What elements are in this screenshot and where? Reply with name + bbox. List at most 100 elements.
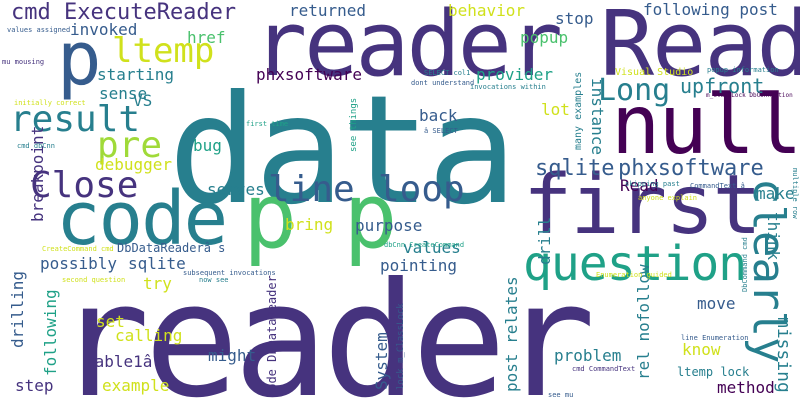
- word-lock-mClassLock: lock m_ClassLock: [396, 303, 406, 390]
- word-p-p: p p: [243, 164, 398, 269]
- word-phxsoftware-right: phxsoftware: [618, 156, 764, 181]
- word-first-time: first time: [246, 120, 289, 128]
- word-pointing: pointing: [380, 256, 458, 275]
- word-invoked: invoked: [70, 20, 138, 39]
- word-invocations-within: invocations within: [470, 83, 546, 91]
- word-Visual-Studio: Visual Studio: [615, 67, 694, 78]
- word-step: step: [15, 376, 54, 395]
- word-possibly: possibly: [40, 254, 118, 273]
- word-loop: loop: [378, 169, 465, 210]
- word-System: System: [372, 332, 391, 390]
- word-subsequent-invocations: subsequent invocations: [183, 269, 276, 277]
- word-code: code: [56, 176, 228, 262]
- word-drill: drill: [535, 216, 554, 265]
- word-bring: bring: [285, 215, 334, 234]
- word-ltemp: ltemp: [112, 31, 215, 71]
- word-question: question: [523, 236, 747, 292]
- word-missing: missing: [773, 317, 794, 393]
- word-dont-understand: dont understand: [411, 79, 475, 87]
- word-Read-large: Read: [600, 0, 800, 97]
- word-Close: Close: [30, 165, 139, 206]
- word-SELECT-col1: SELECT col1: [424, 69, 471, 77]
- word-bug: bug: [193, 136, 222, 155]
- word-a-SELECT: â SELECT: [424, 127, 458, 135]
- word-breakpoint: breakpoint: [28, 125, 47, 222]
- word-mu-mousing: mu mousing: [2, 58, 45, 66]
- word-table1a: table1â: [85, 352, 153, 371]
- word-Enumeration-guided: Enumeration guided: [596, 271, 672, 279]
- word-Read-small: Read: [620, 176, 659, 195]
- word-multiple-row: multiple row: [791, 168, 799, 219]
- word-move: move: [697, 294, 736, 313]
- word-values: values: [403, 238, 461, 257]
- word-DbDataReader-s: DbDataReaderâ s: [117, 241, 226, 255]
- word-code-DbDataReader: code DbDataReader: [265, 275, 279, 398]
- word-method: method: [717, 378, 775, 397]
- word-initially-correct: initially correct: [14, 99, 86, 107]
- word-try: try: [143, 274, 172, 293]
- word-might: might: [208, 346, 257, 365]
- word-know: know: [682, 340, 721, 359]
- word-upfront: upfront: [680, 74, 765, 98]
- word-make: make: [756, 184, 795, 203]
- word-null: null: [611, 78, 800, 173]
- word-sqlite-mid: sqlite: [128, 254, 186, 273]
- word-DbCommand-cmd: DbCommand cmd: [741, 237, 749, 292]
- word-skipping-past: skipping past: [625, 180, 680, 188]
- word-popup: popup: [520, 28, 569, 47]
- word-instance: instance: [588, 78, 607, 156]
- word-returned: returned: [289, 1, 367, 20]
- word-rel-nofollow: rel nofollow: [634, 264, 653, 380]
- word-drilling: drilling: [8, 270, 27, 348]
- word-lot: lot: [541, 100, 570, 119]
- word-first: first: [523, 158, 762, 253]
- word-anyone-explain: anyone explain: [638, 194, 698, 202]
- word-set: set: [96, 312, 125, 331]
- word-dbCnn-CreateCommand: dbCnn CreateCommand: [384, 241, 465, 249]
- word-sqlite-right: sqlite: [535, 156, 615, 181]
- word-cmd-CommandText: cmd CommandText: [572, 365, 636, 373]
- word-values-assigned: values assigned: [7, 26, 71, 34]
- word-back: back: [419, 106, 458, 125]
- word-reader-large: reader: [55, 249, 596, 400]
- word-example: example: [102, 376, 170, 395]
- word-following-post: following post: [643, 0, 778, 19]
- word-result: result: [10, 99, 141, 140]
- word-data: data: [168, 64, 517, 238]
- word-line-Enumeration: line Enumeration: [681, 334, 749, 342]
- word-purpose: purpose: [355, 216, 423, 235]
- word-now-see: now see: [199, 276, 229, 284]
- word-p-big: p: [57, 16, 102, 102]
- word-line: line: [268, 169, 355, 210]
- word-many-examples: many examples: [573, 71, 584, 150]
- word-cmd-ExecuteReader: cmd ExecuteReader: [11, 0, 237, 25]
- word-problem: problem: [554, 346, 622, 365]
- word-href: href: [187, 28, 226, 47]
- word-think: think: [764, 212, 783, 261]
- word-CreateCommand-cmd: CreateCommand cmd: [42, 245, 114, 253]
- word-mClassLock-DbConnection: m_ClassLock DbConnection: [706, 92, 793, 99]
- word-reader-top: reader: [253, 0, 563, 97]
- word-post-relates: post relates: [502, 276, 521, 392]
- word-see-things: see things: [349, 97, 359, 152]
- word-see-mu: see mu: [548, 391, 574, 399]
- word-VS: VS: [133, 91, 153, 110]
- word-pre: pre: [97, 125, 163, 166]
- word-following-left: following: [41, 289, 60, 376]
- word-second-question: second question: [62, 276, 126, 284]
- word-stop: stop: [555, 9, 594, 28]
- word-starting: starting: [97, 65, 175, 84]
- word-popup-information: popup information: [707, 66, 779, 74]
- word-provider: provider: [476, 65, 554, 84]
- word-cmd-dbCnn: cmd dbCnn: [17, 142, 55, 150]
- word-debugger: debugger: [95, 155, 173, 174]
- word-ltemp-lock: ltemp lock: [677, 365, 750, 379]
- word-phxsoftware-mid: phxsoftware: [256, 65, 362, 84]
- word-Long: Long: [598, 73, 671, 108]
- word-sense: sense: [99, 84, 148, 103]
- word-behavior: behavior: [448, 1, 526, 20]
- word-serves: serves: [207, 180, 265, 199]
- word-calling: calling: [115, 326, 183, 345]
- word-CommandText-a: CommandText â: [690, 182, 745, 190]
